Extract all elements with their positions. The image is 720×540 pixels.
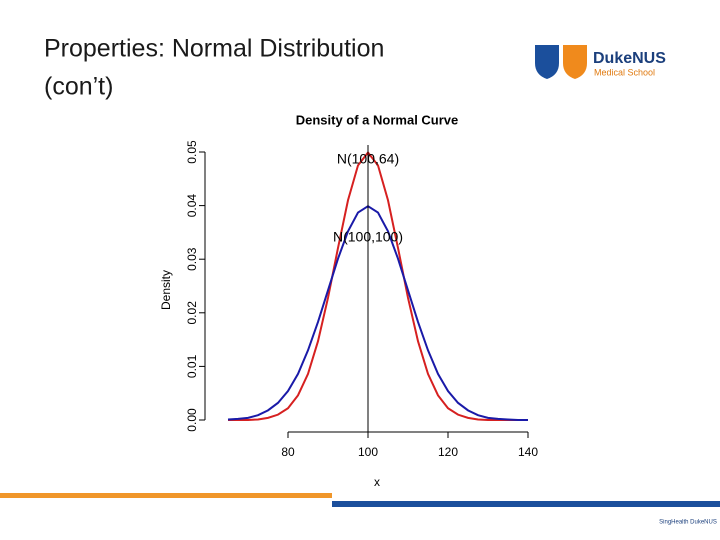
annotation: N(100,100)	[333, 228, 403, 244]
y-axis-label: Density	[159, 270, 173, 310]
y-tick-label: 0.02	[185, 301, 199, 325]
x-tick-label: 80	[281, 445, 295, 459]
annotation: N(100,64)	[337, 151, 399, 167]
chart-title: Density of a Normal Curve	[296, 112, 459, 127]
footer-bar	[0, 493, 332, 498]
x-tick-label: 100	[358, 445, 378, 459]
logo-sub: Medical School	[594, 67, 655, 77]
slide-title: (con’t)	[44, 73, 113, 101]
y-tick-label: 0.05	[185, 140, 199, 164]
footer-bar	[332, 501, 720, 507]
y-tick-label: 0.00	[185, 408, 199, 432]
footer-logo: SingHealth DukeNUS	[659, 520, 717, 526]
y-tick-label: 0.01	[185, 354, 199, 378]
y-tick-label: 0.03	[185, 247, 199, 271]
x-tick-label: 120	[438, 445, 458, 459]
logo: DukeNUS Medical School	[535, 45, 666, 79]
slide-title: Properties: Normal Distribution	[44, 35, 384, 63]
line-series	[227, 204, 528, 421]
logo-shield	[535, 45, 559, 79]
y-tick-label: 0.04	[185, 194, 199, 218]
x-axis-label: x	[374, 475, 380, 489]
logo-name: DukeNUS	[593, 50, 666, 67]
line-series	[228, 150, 528, 421]
x-tick-label: 140	[518, 445, 538, 459]
logo-shield	[563, 45, 587, 79]
